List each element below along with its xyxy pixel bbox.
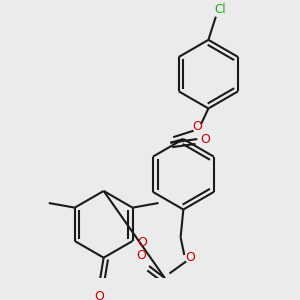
Text: Cl: Cl [214, 3, 226, 16]
Text: O: O [136, 249, 146, 262]
Text: O: O [137, 236, 147, 249]
Text: O: O [94, 290, 104, 300]
Text: O: O [201, 133, 211, 146]
Text: O: O [192, 121, 202, 134]
Text: O: O [185, 251, 195, 264]
